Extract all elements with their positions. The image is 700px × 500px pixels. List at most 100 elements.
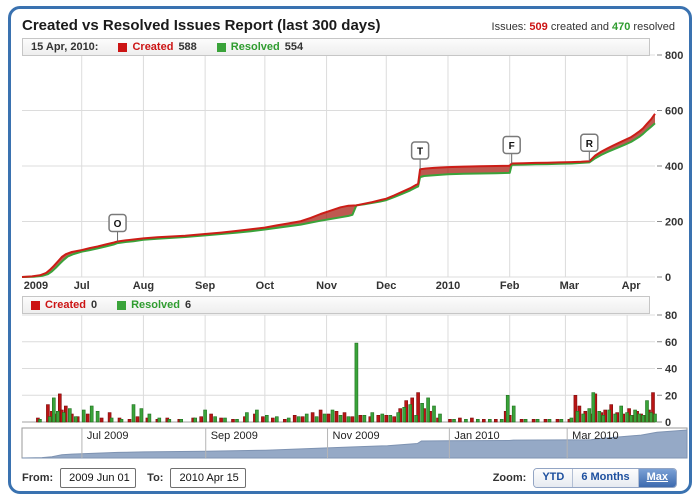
from-date-input[interactable] — [60, 468, 137, 488]
zoom-max-button[interactable]: Max — [637, 469, 676, 487]
resolved-bar[interactable] — [213, 416, 217, 423]
resolved-bar[interactable] — [388, 415, 393, 423]
created-bar[interactable] — [127, 419, 132, 423]
created-bar[interactable] — [46, 404, 50, 423]
resolved-bar[interactable] — [633, 409, 637, 423]
main-chart[interactable]: 0 200 400 600 800 2009 Jul Aug Sep Oct Nov Dec 2010 F… — [11, 37, 689, 292]
resolved-bar[interactable] — [629, 415, 633, 423]
created-bar[interactable] — [481, 419, 486, 423]
resolved-bar[interactable] — [167, 419, 172, 423]
created-bar[interactable] — [342, 412, 347, 423]
navigator[interactable]: Jul 2009 Sep 2009 Nov 2009 Jan 2010 Mar 2010 — [11, 426, 689, 462]
resolved-bar[interactable] — [653, 413, 657, 423]
resolved-bar[interactable] — [426, 397, 430, 423]
resolved-bar[interactable] — [51, 397, 56, 423]
created-bar[interactable] — [99, 417, 104, 423]
resolved-bar[interactable] — [61, 412, 66, 423]
resolved-bar[interactable] — [322, 413, 327, 423]
flag-f[interactable]: F — [502, 135, 521, 164]
created-bar[interactable] — [651, 392, 655, 423]
resolved-bar[interactable] — [619, 405, 624, 423]
resolved-bar[interactable] — [402, 407, 407, 423]
resolved-bar[interactable] — [314, 416, 319, 423]
created-bar[interactable] — [531, 419, 536, 423]
resolved-bar[interactable] — [67, 408, 72, 423]
created-bar[interactable] — [458, 417, 462, 423]
created-bar[interactable] — [350, 416, 355, 423]
created-bar[interactable] — [334, 411, 339, 423]
resolved-bar[interactable] — [637, 413, 641, 423]
created-bar[interactable] — [135, 416, 140, 423]
created-series-line[interactable] — [21, 113, 656, 278]
resolved-bar[interactable] — [81, 409, 86, 423]
created-bar[interactable] — [292, 415, 297, 423]
resolved-bar[interactable] — [179, 419, 183, 423]
resolved-bar[interactable] — [575, 411, 580, 423]
created-bar[interactable] — [282, 419, 287, 423]
resolved-bar[interactable] — [645, 400, 649, 423]
resolved-bar[interactable] — [597, 411, 602, 423]
created-bar[interactable] — [326, 413, 331, 423]
resolved-bar[interactable] — [559, 419, 564, 423]
created-bar[interactable] — [219, 417, 223, 423]
resolved-bar[interactable] — [505, 395, 510, 423]
resolved-bar[interactable] — [139, 408, 144, 423]
navigator-area[interactable] — [21, 429, 688, 459]
resolved-bar[interactable] — [464, 419, 468, 423]
resolved-bar[interactable] — [157, 417, 162, 423]
resolved-bar[interactable] — [475, 419, 480, 423]
flag-o[interactable]: O — [108, 213, 127, 242]
resolved-bar[interactable] — [380, 413, 385, 423]
created-bar[interactable] — [519, 419, 524, 423]
resolved-bar[interactable] — [414, 415, 418, 423]
resolved-bar[interactable] — [432, 405, 436, 423]
created-bar[interactable] — [543, 419, 548, 423]
created-bar[interactable] — [448, 419, 452, 423]
created-bar[interactable] — [270, 417, 275, 423]
resolved-bar[interactable] — [581, 413, 586, 423]
resolved-bar[interactable] — [203, 409, 207, 423]
created-bar[interactable] — [57, 393, 62, 423]
created-bar[interactable] — [261, 416, 265, 423]
resolved-bar[interactable] — [362, 415, 367, 423]
resolved-bar[interactable] — [587, 408, 592, 423]
resolved-bar[interactable] — [408, 404, 413, 423]
resolved-bar[interactable] — [89, 405, 94, 423]
created-bar[interactable] — [358, 415, 363, 423]
resolved-bar[interactable] — [649, 412, 653, 423]
resolved-bar[interactable] — [338, 415, 343, 423]
created-bar[interactable] — [310, 412, 315, 423]
created-bar[interactable] — [300, 416, 305, 423]
created-bar[interactable] — [318, 409, 323, 423]
zoom-ytd-button[interactable]: YTD — [534, 469, 573, 487]
resolved-bar[interactable] — [109, 417, 114, 423]
resolved-bar[interactable] — [255, 409, 259, 423]
resolved-bar[interactable] — [119, 419, 124, 423]
resolved-bar[interactable] — [274, 416, 279, 423]
resolved-bar[interactable] — [613, 413, 618, 423]
resolved-bar[interactable] — [73, 416, 78, 423]
resolved-bar[interactable] — [346, 416, 351, 423]
resolved-bar[interactable] — [569, 417, 574, 423]
created-bar[interactable] — [231, 419, 235, 423]
resolved-bar[interactable] — [330, 409, 335, 423]
resolved-bar[interactable] — [625, 412, 629, 423]
created-bar[interactable] — [376, 415, 381, 423]
resolved-bar[interactable] — [235, 419, 239, 423]
resolved-bar[interactable] — [265, 415, 269, 423]
created-bar[interactable] — [85, 413, 90, 423]
created-bar[interactable] — [470, 417, 474, 423]
resolved-bar[interactable] — [131, 404, 136, 423]
resolved-bar[interactable] — [487, 419, 492, 423]
resolved-bar[interactable] — [38, 419, 42, 423]
created-bar[interactable] — [392, 416, 397, 423]
resolved-bar[interactable] — [245, 412, 249, 423]
created-bar[interactable] — [209, 413, 213, 423]
created-bar[interactable] — [555, 419, 560, 423]
resolved-bar[interactable] — [95, 411, 100, 423]
created-bar[interactable] — [384, 415, 389, 423]
resolved-bar[interactable] — [511, 405, 516, 423]
resolved-bar[interactable] — [535, 419, 540, 423]
resolved-bar[interactable] — [147, 413, 152, 423]
resolved-bar[interactable] — [48, 416, 52, 423]
